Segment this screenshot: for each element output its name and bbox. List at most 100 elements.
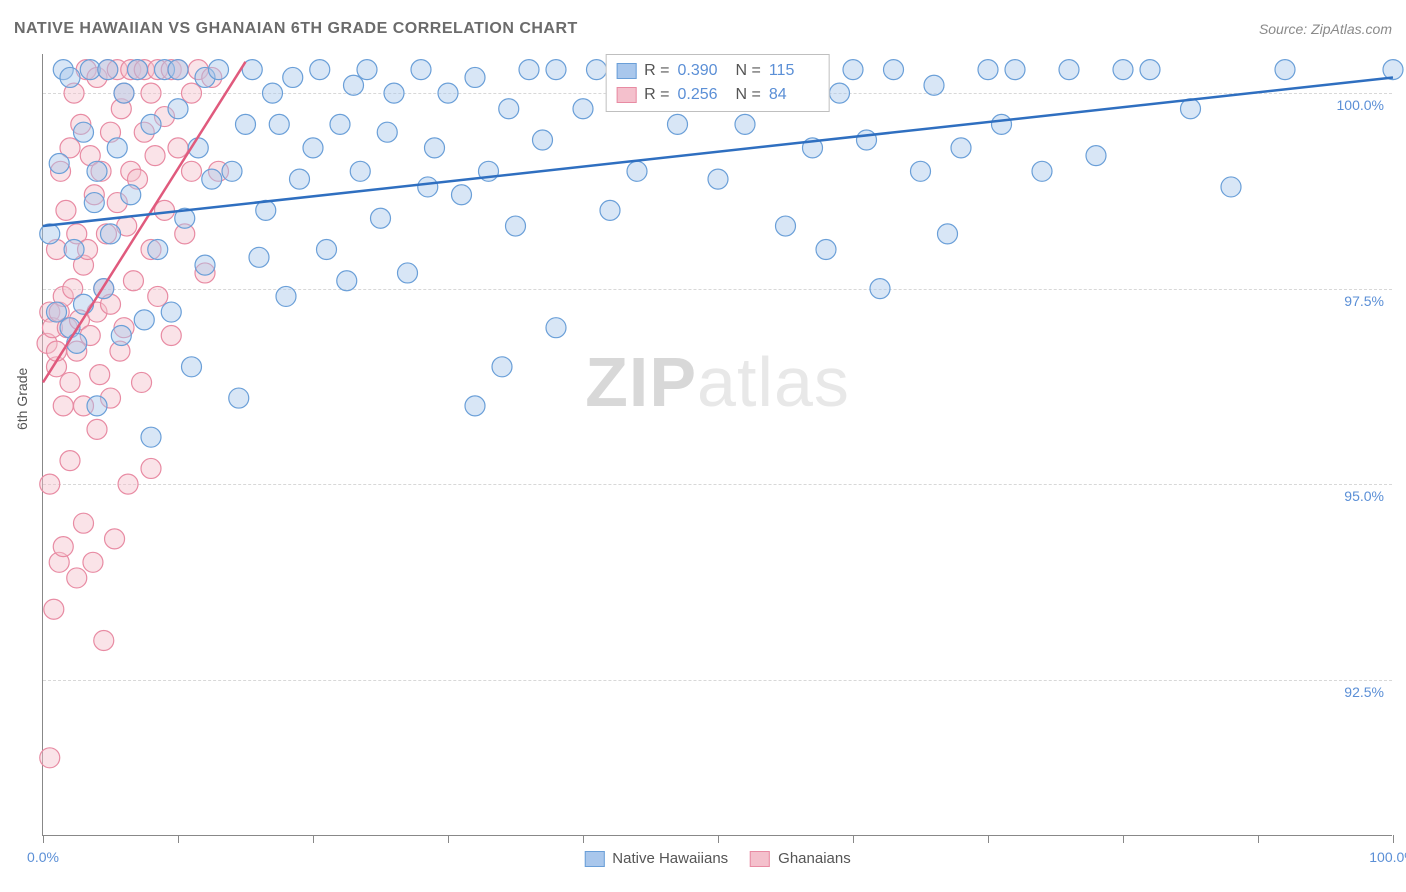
data-point: [148, 240, 168, 260]
data-point: [195, 255, 215, 275]
data-point: [182, 161, 202, 181]
xtick: [1393, 835, 1394, 843]
data-point: [98, 60, 118, 80]
data-point: [310, 60, 330, 80]
data-point: [870, 279, 890, 299]
xtick: [988, 835, 989, 843]
data-point: [357, 60, 377, 80]
data-point: [776, 216, 796, 236]
data-point: [857, 130, 877, 150]
data-point: [128, 60, 148, 80]
data-point: [53, 396, 73, 416]
r-value-1: 0.390: [678, 59, 728, 83]
data-point: [40, 224, 60, 244]
data-point: [506, 216, 526, 236]
xtick: [583, 835, 584, 843]
stats-box: R = 0.390 N = 115 R = 0.256 N = 84: [605, 54, 830, 112]
data-point: [134, 310, 154, 330]
stats-row-2: R = 0.256 N = 84: [616, 83, 819, 107]
data-point: [87, 396, 107, 416]
xtick: [718, 835, 719, 843]
data-point: [64, 240, 84, 260]
data-point: [145, 146, 165, 166]
data-point: [1113, 60, 1133, 80]
data-point: [317, 240, 337, 260]
data-point: [951, 138, 971, 158]
data-point: [452, 185, 472, 205]
chart-title: NATIVE HAWAIIAN VS GHANAIAN 6TH GRADE CO…: [14, 20, 578, 38]
data-point: [1086, 146, 1106, 166]
source-label: Source: ZipAtlas.com: [1259, 21, 1392, 37]
data-point: [911, 161, 931, 181]
data-point: [40, 748, 60, 768]
data-point: [141, 427, 161, 447]
data-point: [418, 177, 438, 197]
data-point: [938, 224, 958, 244]
data-point: [546, 318, 566, 338]
plot-area: ZIPatlas 92.5%95.0%97.5%100.0% 0.0%100.0…: [42, 54, 1392, 836]
data-point: [371, 208, 391, 228]
xtick: [178, 835, 179, 843]
data-point: [202, 169, 222, 189]
data-point: [182, 357, 202, 377]
data-point: [1140, 60, 1160, 80]
data-point: [44, 599, 64, 619]
data-point: [978, 60, 998, 80]
data-point: [668, 114, 688, 134]
data-point: [438, 83, 458, 103]
data-point: [269, 114, 289, 134]
data-point: [546, 60, 566, 80]
data-point: [90, 365, 110, 385]
data-point: [74, 122, 94, 142]
data-point: [49, 153, 69, 173]
data-point: [107, 138, 127, 158]
data-point: [1005, 60, 1025, 80]
n-value-2: 84: [769, 83, 819, 107]
data-point: [587, 60, 607, 80]
data-point: [816, 240, 836, 260]
r-value-2: 0.256: [678, 83, 728, 107]
legend-swatch-hawaiians: [584, 851, 604, 867]
data-point: [53, 537, 73, 557]
stats-row-1: R = 0.390 N = 115: [616, 59, 819, 83]
data-point: [276, 286, 296, 306]
data-point: [465, 396, 485, 416]
data-point: [344, 75, 364, 95]
data-point: [67, 333, 87, 353]
data-point: [161, 326, 181, 346]
legend-label-1: Native Hawaiians: [612, 850, 728, 867]
data-point: [40, 474, 60, 494]
data-point: [398, 263, 418, 283]
data-point: [60, 67, 80, 87]
data-point: [74, 513, 94, 533]
data-point: [87, 161, 107, 181]
data-point: [148, 286, 168, 306]
data-point: [830, 83, 850, 103]
data-point: [141, 114, 161, 134]
data-point: [132, 372, 152, 392]
data-point: [1383, 60, 1403, 80]
xtick-label: 0.0%: [27, 849, 59, 865]
data-point: [330, 114, 350, 134]
data-point: [236, 114, 256, 134]
data-point: [337, 271, 357, 291]
data-point: [105, 529, 125, 549]
data-point: [465, 67, 485, 87]
data-point: [60, 372, 80, 392]
swatch-hawaiians: [616, 63, 636, 79]
data-point: [708, 169, 728, 189]
legend-item-ghanaians: Ghanaians: [750, 850, 851, 867]
data-point: [384, 83, 404, 103]
data-point: [283, 67, 303, 87]
data-point: [114, 83, 134, 103]
data-point: [47, 302, 67, 322]
legend-swatch-ghanaians: [750, 851, 770, 867]
data-point: [229, 388, 249, 408]
data-point: [992, 114, 1012, 134]
data-point: [121, 185, 141, 205]
legend-label-2: Ghanaians: [778, 850, 851, 867]
data-point: [209, 60, 229, 80]
data-point: [222, 161, 242, 181]
xtick: [313, 835, 314, 843]
data-point: [263, 83, 283, 103]
